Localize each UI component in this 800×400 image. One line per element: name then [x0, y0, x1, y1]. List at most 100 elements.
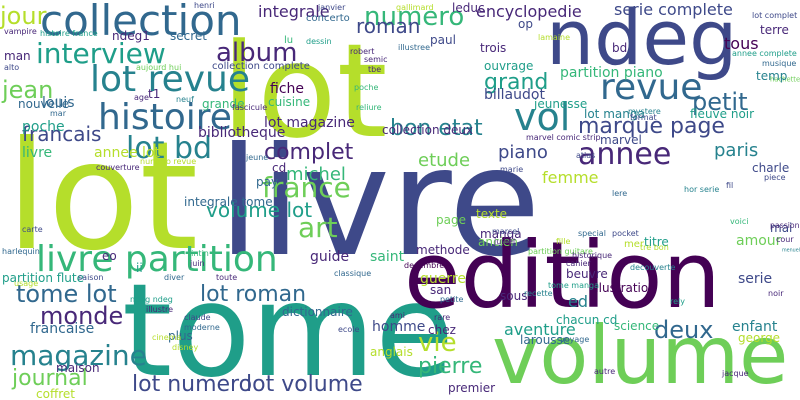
word-fleuve-noir: fleuve noir	[690, 107, 755, 121]
word-partition-flute: partition flute	[2, 271, 84, 285]
word-lamaine: lamaine	[538, 33, 571, 42]
word-juillet: juillet	[494, 237, 517, 246]
word-usage: usage	[14, 279, 39, 288]
word-cinema: cinema	[152, 333, 182, 342]
word-op: op	[518, 17, 533, 31]
word-ami: ami	[390, 311, 405, 320]
word-integrale-tome: integrale tome	[184, 195, 273, 209]
word-man: man	[4, 49, 31, 63]
word-alto: alto	[4, 63, 20, 72]
word-album: album	[216, 38, 298, 68]
word-serie-complete: serie complete	[614, 0, 733, 19]
word-deux: deux	[654, 316, 714, 344]
word-ndeg-ndeg: ndeg ndeg	[130, 295, 173, 304]
word-billaudot: billaudot	[484, 87, 545, 103]
word-couverture: couverture	[96, 163, 140, 172]
word-art: art	[298, 211, 338, 244]
word-age: age	[134, 93, 149, 102]
word-histoire: histoire	[98, 97, 232, 138]
word-hachette: hachette	[770, 75, 800, 84]
word-ed: ed	[568, 292, 588, 311]
word-titre: titre	[644, 235, 669, 249]
word-numero: numero	[364, 2, 465, 32]
word-claude: claude	[184, 313, 211, 322]
word-page: page	[436, 213, 466, 227]
word-bon-etat: bon etat	[390, 116, 483, 141]
word-pay: pay	[256, 175, 279, 189]
word-tome-manga: tome manga	[548, 281, 600, 290]
word-fascicule: fascicule	[232, 103, 268, 112]
word-grand: grand	[484, 70, 549, 95]
word-tintin: tintin	[188, 249, 209, 258]
word-secret: secret	[170, 29, 207, 43]
word-nouvelle: nouvelle	[18, 97, 70, 111]
word-lot-revue: lot revue	[90, 59, 251, 100]
word-mystere: mystere	[628, 107, 661, 116]
word-integrale: integrale	[258, 2, 330, 21]
word-marie: marie	[500, 165, 524, 174]
word-petite: petite	[440, 295, 464, 304]
word-collection-complete: collection complete	[212, 61, 310, 72]
word-etude: etude	[418, 150, 471, 171]
word-poche-small: poche	[354, 83, 379, 92]
word-mai: mai	[770, 221, 793, 235]
word-collection: collection	[40, 0, 242, 45]
word-volume: volume	[492, 309, 789, 400]
word-lere: lere	[612, 189, 628, 198]
word-menuel: menuel	[782, 247, 800, 253]
word-format: format	[630, 113, 657, 122]
word-marvel-comic-strip: marvel comic strip	[526, 133, 601, 142]
word-special: special	[578, 229, 606, 238]
word-francais: francais	[22, 122, 102, 146]
word-revue: revue	[600, 67, 703, 108]
word-jacque: jacque	[722, 369, 749, 378]
word-marvel: marvel	[600, 133, 642, 147]
word-fille: fille	[556, 237, 571, 246]
word-musique: musique	[762, 59, 797, 68]
word-ancien: ancien	[478, 235, 518, 249]
word-juin: juin	[190, 259, 205, 268]
word-noir: noir	[768, 289, 784, 298]
word-janvier: janvier	[318, 3, 346, 12]
word-premier: premier	[448, 381, 496, 395]
word-lot: lot	[6, 110, 199, 284]
word-t1: t1	[148, 87, 161, 101]
word-lu: lu	[284, 35, 294, 46]
word-science: science	[614, 319, 660, 333]
word-encyclopedie: encyclopedie	[476, 2, 582, 21]
word-passion: passion	[770, 221, 800, 230]
word-temp: temp	[756, 69, 788, 83]
word-homme: homme	[372, 319, 426, 335]
word-anglais: anglais	[370, 345, 413, 359]
word-ecole: ecole	[338, 325, 360, 334]
word-decouverte: decouverte	[630, 263, 676, 272]
word-guerre: guerre	[420, 271, 466, 287]
word-ndeg: ndeg	[546, 0, 738, 82]
word-dictionnaire: dictionnaire	[282, 305, 353, 319]
word-plus: plus	[168, 329, 193, 343]
word-toute: toute	[216, 273, 238, 282]
word-gallimard: gallimard	[396, 3, 434, 12]
word-recette: recette	[524, 289, 553, 298]
word-tome-lot: tome lot	[16, 280, 117, 308]
word-trois: trois	[480, 41, 507, 55]
word-illustration: illustration	[592, 281, 656, 295]
word-terre: terre	[760, 23, 789, 37]
word-san: san	[430, 283, 452, 297]
word-ii: ii	[136, 261, 143, 275]
word-moderne: moderne	[184, 323, 220, 332]
word-cuisine: cuisine	[268, 95, 311, 109]
word-sous: sous	[500, 289, 528, 303]
word-jeune: jeune	[246, 153, 269, 162]
word-paris: paris	[714, 140, 759, 161]
word-chacun-cd: chacun cd	[556, 313, 618, 327]
word-numero-revue: numero revue	[140, 157, 197, 166]
word-cd: cd	[272, 161, 287, 175]
word-hor-serie: hor serie	[684, 185, 720, 194]
word-jour: jour	[0, 2, 47, 30]
word-maison: maison	[56, 361, 100, 375]
word-roman: roman	[356, 14, 421, 38]
word-methode: methode	[416, 243, 470, 257]
word-leduc: leduc	[452, 1, 485, 15]
word-ndeg1: ndeg1	[112, 29, 150, 43]
